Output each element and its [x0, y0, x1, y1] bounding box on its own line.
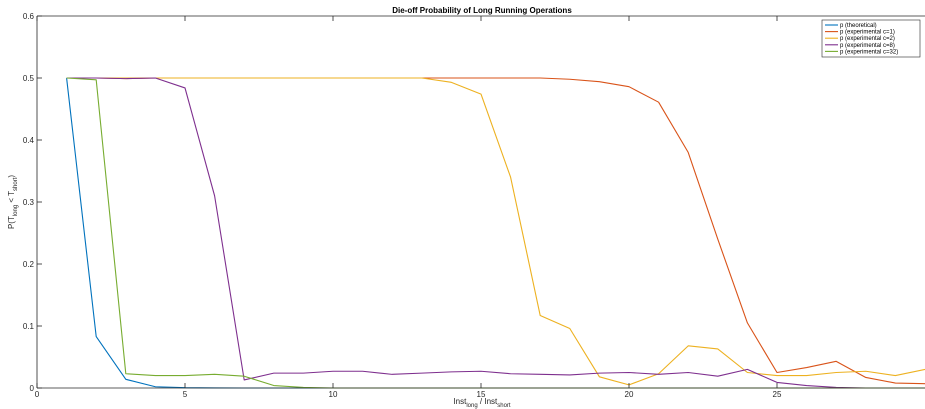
y-tick-label: 0.1 — [23, 322, 35, 331]
x-tick-label: 20 — [625, 390, 634, 399]
legend-entry: p (theoretical) — [840, 23, 877, 29]
y-tick-label: 0.2 — [23, 260, 35, 269]
chart-title: Die-off Probability of Long Running Oper… — [392, 6, 572, 15]
axes-layer: 0 5 10 15 20 25 0 0.1 0.2 0.3 0.4 0.5 0.6 — [23, 12, 925, 399]
plot-area — [37, 16, 925, 388]
x-tick-label: 25 — [773, 390, 782, 399]
plot-frame — [37, 16, 925, 388]
y-tick-label: 0.6 — [23, 12, 35, 21]
y-tick-label: 0.4 — [23, 136, 35, 145]
y-tick-label: 0.3 — [23, 198, 35, 207]
legend-entry: p (experimental c=32) — [840, 49, 898, 55]
y-tick-label: 0.5 — [23, 74, 35, 83]
y-axis-label: P(Tlong < Tshort) — [7, 175, 19, 229]
series-line-3 — [66, 77, 925, 386]
y-tick-label: 0 — [30, 384, 35, 393]
legend-entry: p (experimental c=1) — [840, 30, 895, 36]
legend: p (theoretical)p (experimental c=1)p (ex… — [821, 19, 921, 58]
legend-box — [821, 19, 921, 58]
x-tick-label: 5 — [183, 390, 188, 399]
legend-entry: p (experimental c=2) — [840, 36, 895, 42]
x-tick-label: 0 — [35, 390, 40, 399]
x-tick-label: 10 — [329, 390, 338, 399]
series-line-4 — [66, 77, 925, 389]
x-tick-label: 15 — [477, 390, 486, 399]
x-axis-label: Instlong / Instshort — [453, 397, 510, 409]
legend-entry: p (experimental c=8) — [840, 43, 895, 49]
